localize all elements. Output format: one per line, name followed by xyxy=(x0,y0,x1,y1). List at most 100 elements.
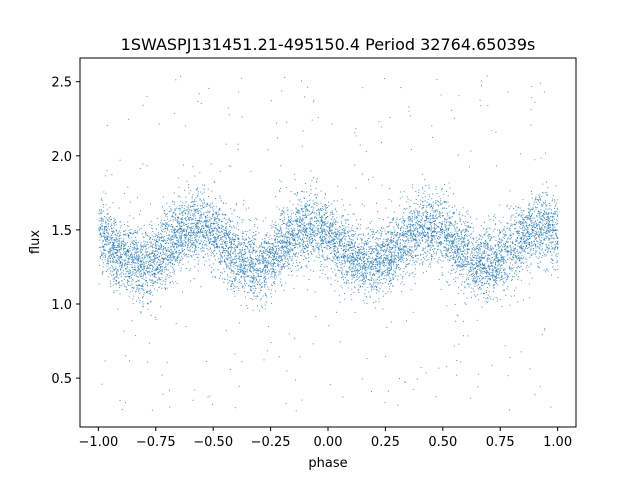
data-point xyxy=(266,243,267,245)
data-point xyxy=(199,217,201,219)
data-point xyxy=(174,271,176,273)
data-point xyxy=(545,224,547,225)
data-point xyxy=(495,281,497,283)
data-point xyxy=(552,234,554,236)
data-point xyxy=(263,259,265,261)
data-point xyxy=(388,267,390,269)
data-point xyxy=(464,259,466,261)
data-point xyxy=(498,235,500,237)
data-point xyxy=(139,293,141,295)
data-point xyxy=(379,271,381,273)
data-point xyxy=(232,253,234,255)
data-point xyxy=(169,406,171,408)
data-point xyxy=(318,250,320,252)
data-point xyxy=(547,251,549,253)
data-point xyxy=(240,269,242,271)
data-point xyxy=(377,250,379,252)
data-point xyxy=(114,219,115,221)
data-point xyxy=(529,368,531,370)
data-point xyxy=(500,261,502,263)
data-point xyxy=(127,279,129,281)
data-point xyxy=(535,207,537,208)
data-point xyxy=(475,271,477,273)
data-point xyxy=(277,229,279,231)
data-point xyxy=(190,206,191,208)
data-point xyxy=(397,225,399,227)
data-point xyxy=(390,262,392,264)
data-point xyxy=(510,295,512,297)
data-point xyxy=(451,240,453,242)
data-point xyxy=(148,264,150,265)
data-point xyxy=(474,281,476,283)
data-point xyxy=(109,252,111,254)
data-point xyxy=(456,314,458,316)
data-point xyxy=(419,242,421,244)
data-point xyxy=(371,263,373,265)
data-point xyxy=(535,198,537,200)
data-point xyxy=(422,232,424,234)
data-point xyxy=(498,277,500,279)
data-point xyxy=(142,301,144,303)
data-point xyxy=(430,222,431,224)
data-point xyxy=(312,240,314,242)
data-point xyxy=(332,238,334,240)
data-point xyxy=(368,263,370,265)
data-point xyxy=(287,250,289,252)
data-point xyxy=(153,260,155,262)
data-point xyxy=(448,256,450,258)
data-point xyxy=(301,243,303,245)
data-point xyxy=(162,251,164,253)
data-point xyxy=(185,213,187,215)
data-point xyxy=(371,253,373,255)
data-point xyxy=(463,239,465,241)
data-point xyxy=(142,296,144,298)
data-point xyxy=(155,239,157,241)
data-point xyxy=(292,239,294,241)
data-point xyxy=(177,222,179,224)
data-point xyxy=(382,295,384,297)
data-point xyxy=(402,271,404,273)
data-point xyxy=(248,285,250,287)
data-point xyxy=(407,250,409,252)
data-point xyxy=(119,159,121,161)
data-point xyxy=(181,225,183,227)
data-point xyxy=(472,239,474,241)
data-point xyxy=(138,297,139,299)
data-point xyxy=(539,248,541,250)
data-point xyxy=(552,221,554,223)
data-point xyxy=(289,221,291,223)
data-point xyxy=(535,237,537,239)
data-point xyxy=(225,238,227,240)
data-point xyxy=(263,267,265,269)
data-point xyxy=(389,278,391,280)
data-point xyxy=(263,267,264,269)
data-point xyxy=(103,191,105,193)
data-point xyxy=(344,242,345,244)
data-point xyxy=(447,240,449,242)
data-point xyxy=(423,192,425,194)
data-point xyxy=(232,252,233,254)
data-point xyxy=(389,270,391,272)
data-point xyxy=(172,238,174,240)
data-point xyxy=(547,213,549,215)
data-point xyxy=(194,205,196,207)
data-point xyxy=(511,215,513,217)
data-point xyxy=(193,208,195,210)
data-point xyxy=(395,249,397,251)
data-point xyxy=(513,276,515,278)
data-point xyxy=(307,240,309,242)
data-point xyxy=(387,267,389,269)
data-point xyxy=(165,213,167,215)
data-point xyxy=(382,243,383,245)
data-point xyxy=(428,246,430,247)
data-point xyxy=(474,267,476,269)
data-point xyxy=(139,288,140,290)
data-point xyxy=(476,255,478,257)
data-point xyxy=(433,211,434,213)
data-point xyxy=(143,261,145,263)
data-point xyxy=(453,256,455,258)
data-point xyxy=(109,266,111,268)
data-point xyxy=(523,218,525,220)
data-point xyxy=(123,247,124,249)
data-point xyxy=(234,258,236,260)
